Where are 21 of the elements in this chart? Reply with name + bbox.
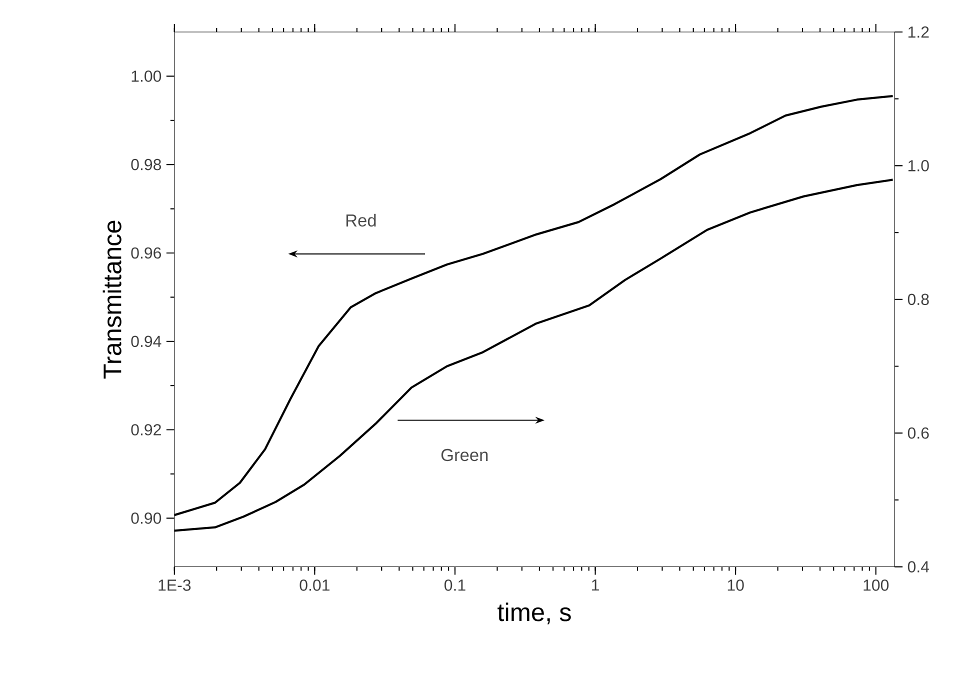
x-tick-label: 1E-3 [158, 580, 191, 591]
y2-tick-label: 1.2 [908, 26, 929, 38]
x-tick-label: 10 [728, 580, 744, 591]
x-axis-title: time, s [498, 602, 571, 624]
x-tick-label: 0.01 [300, 580, 330, 591]
y-tick-label: 0.92 [131, 424, 161, 436]
annotation: Red [346, 214, 376, 227]
y-tick-label: 0.90 [131, 512, 162, 524]
y2-tick-label: 0.6 [908, 427, 929, 439]
y-axis-title: Transmittance [102, 220, 122, 379]
x-tick-label: 0.1 [444, 580, 466, 591]
x-tick-label: 100 [864, 580, 889, 591]
annotation: Green [441, 448, 488, 462]
y-tick-label: 0.98 [131, 158, 162, 170]
y2-tick-label: 1.0 [908, 160, 929, 172]
x-tick-label: 1 [592, 580, 599, 591]
y-tick-label: 0.96 [131, 247, 162, 259]
y2-tick-label: 0.4 [908, 561, 930, 572]
y-tick-label: 1.00 [132, 70, 162, 82]
y2-tick-label: 0.8 [908, 294, 929, 306]
y-tick-label: 0.94 [131, 336, 162, 348]
